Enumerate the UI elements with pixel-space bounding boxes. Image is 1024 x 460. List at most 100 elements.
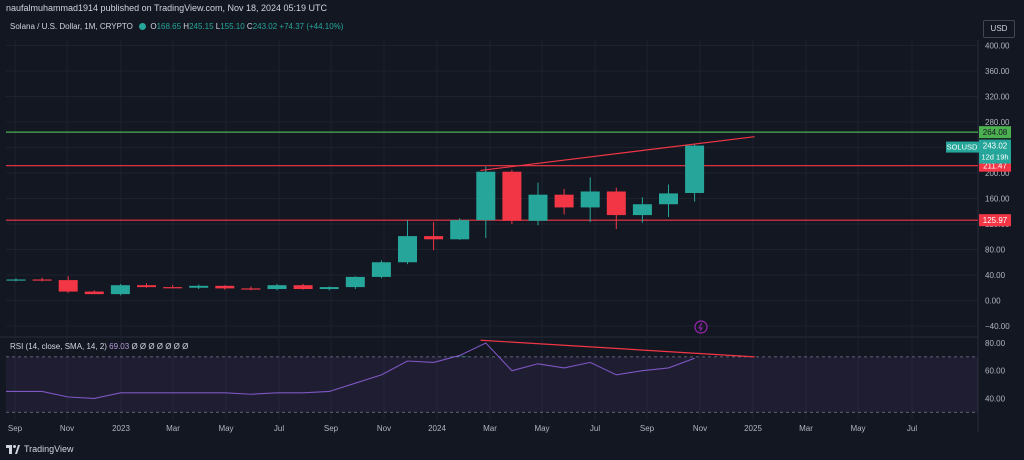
candle-body: [580, 191, 600, 208]
time-tick-label: Nov: [60, 424, 74, 433]
candle-body: [606, 191, 626, 216]
candle-body: [528, 194, 548, 221]
time-tick-label: May: [850, 424, 865, 433]
candle-body: [659, 193, 678, 205]
time-tick-label: Sep: [640, 424, 655, 433]
candle-body: [502, 171, 522, 221]
time-tick-label: Mar: [483, 424, 497, 433]
time-tick-label: 2025: [744, 424, 762, 433]
time-tick-label: Mar: [799, 424, 813, 433]
price-tick-label: 0.00: [985, 297, 1001, 306]
candle-body: [58, 280, 78, 292]
price-tick-label: −40.00: [985, 322, 1010, 331]
time-tick-label: Jul: [274, 424, 284, 433]
symbol-legend: Solana / U.S. Dollar, 1M, CRYPTO O168.65…: [10, 22, 343, 31]
symbol-title[interactable]: Solana / U.S. Dollar, 1M, CRYPTO: [10, 22, 133, 31]
rsi-label[interactable]: RSI (14, close, SMA, 14, 2): [10, 342, 107, 351]
low-label: L: [215, 22, 221, 31]
low-value: 155.10: [220, 22, 245, 31]
close-value: 243.02: [252, 22, 278, 31]
candle-body: [189, 285, 209, 288]
open-value: 168.65: [156, 22, 182, 31]
time-tick-label: May: [218, 424, 233, 433]
candle-body: [293, 285, 313, 290]
price-axis: −40.000.0040.0080.00120.00160.00200.0024…: [985, 42, 1010, 332]
price-tick-label: 200.00: [985, 169, 1010, 178]
candle-body: [345, 276, 365, 288]
currency-button[interactable]: USD: [983, 20, 1015, 38]
price-tick-label: 280.00: [985, 118, 1010, 127]
candles: [6, 144, 705, 296]
candle-body: [241, 288, 261, 290]
time-tick-label: 2023: [112, 424, 130, 433]
rsi-band: [6, 356, 978, 413]
price-tick-label: 360.00: [985, 67, 1010, 76]
price-tick-label: 320.00: [985, 93, 1010, 102]
candle-body: [554, 194, 574, 208]
time-tick-label: Mar: [166, 424, 180, 433]
price-tick-label: 80.00: [985, 246, 1006, 255]
rsi-line: [6, 342, 695, 399]
candle-body: [476, 171, 496, 221]
open-label: O: [150, 22, 157, 31]
candle-body: [632, 204, 652, 216]
time-tick-label: Sep: [8, 424, 23, 433]
price-tick-label: 160.00: [985, 195, 1010, 204]
tradingview-logo-icon: [6, 444, 20, 454]
price-tick-label: 400.00: [985, 42, 1010, 51]
time-tick-label: Jul: [907, 424, 917, 433]
tradingview-footer: TradingView: [6, 444, 74, 454]
candle-body: [163, 287, 183, 289]
candle-body: [319, 287, 339, 290]
candle-body: [32, 279, 52, 281]
high-value: 245.15: [189, 22, 214, 31]
rsi-overbought-fill: [446, 355, 473, 357]
countdown-label: 12d 19h: [981, 153, 1008, 162]
level-tag-label: 264.08: [983, 128, 1008, 137]
rsi-divergence-line: [480, 339, 755, 358]
trendlines: [480, 136, 755, 172]
symbol-tag: [946, 141, 979, 153]
candle-body: [137, 285, 156, 288]
candle-body: [371, 262, 391, 277]
rsi-tick-label: 80.00: [985, 339, 1006, 348]
high-label: H: [183, 22, 190, 31]
level-tag: [979, 126, 1011, 139]
rsi-placeholders: Ø Ø Ø Ø Ø Ø Ø: [131, 342, 189, 351]
candle-body: [84, 291, 104, 295]
time-tick-label: Nov: [377, 424, 391, 433]
time-tick-label: Nov: [693, 424, 707, 433]
rsi-value: 69.03: [109, 342, 130, 351]
horizontal-levels: [6, 131, 978, 221]
time-tick-label: Jul: [590, 424, 600, 433]
rsi-legend: RSI (14, close, SMA, 14, 2) 69.03 Ø Ø Ø …: [10, 342, 188, 351]
rsi-tick-label: 40.00: [985, 394, 1006, 403]
candle-body: [6, 279, 26, 281]
candle-body: [685, 145, 705, 193]
price-tick-label: 40.00: [985, 271, 1006, 280]
candle-body: [424, 236, 444, 240]
candle-body: [267, 285, 287, 290]
level-tag-label: 125.97: [983, 216, 1008, 225]
time-axis: Sep Nov 2023 Mar May Jul Sep Nov 2024 Mar May Jul Se…: [8, 424, 917, 433]
flash-icon[interactable]: [694, 320, 708, 334]
change-value: +74.37 (+44.10%): [279, 22, 344, 31]
published-caption: naufalmuhammad1914 published on TradingV…: [6, 3, 328, 13]
last-price-tag: [979, 139, 1011, 164]
close-label: C: [246, 22, 253, 31]
time-tick-label: May: [534, 424, 549, 433]
rsi-pane: 40.00 60.00 80.00: [6, 339, 1006, 413]
last-price-value: 243.02: [983, 142, 1008, 151]
time-tick-label: 2024: [428, 424, 446, 433]
candle-body: [110, 285, 130, 295]
market-status-icon: [139, 23, 147, 30]
footer-brand: TradingView: [24, 444, 74, 454]
time-tick-label: Sep: [324, 424, 339, 433]
symbol-tag-label: SOLUSD: [947, 143, 978, 152]
candle-body: [398, 236, 417, 263]
candle-body: [450, 220, 470, 240]
candle-body: [215, 285, 235, 289]
rising-trendline: [480, 136, 755, 172]
level-tag-label: 211.47: [983, 162, 1007, 171]
